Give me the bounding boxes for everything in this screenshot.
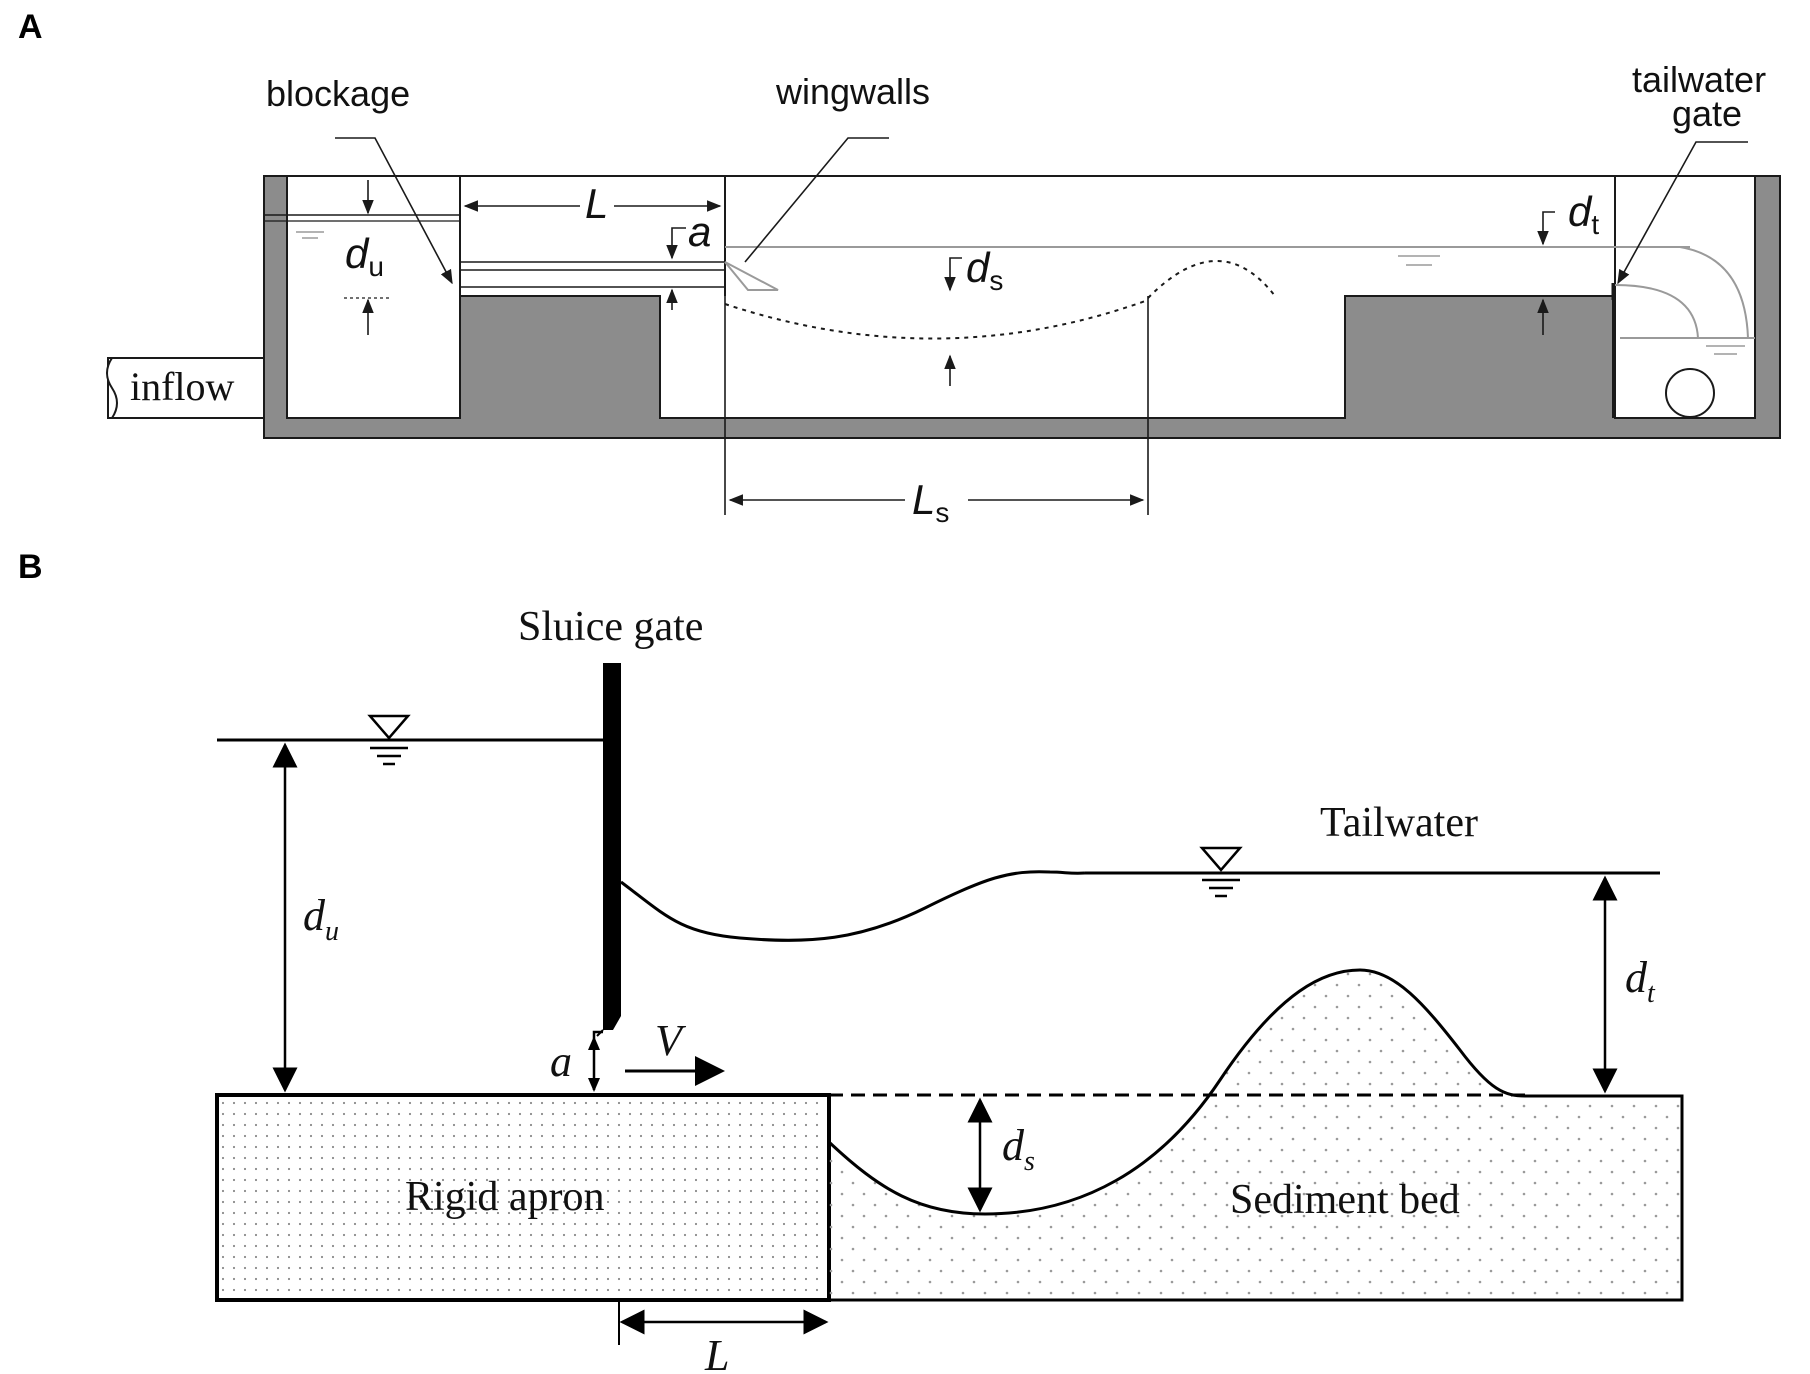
- upstream-water-symbol: [367, 714, 411, 766]
- L-symbol-b: L: [704, 1331, 729, 1374]
- tailwater-water-symbol: [1398, 255, 1440, 266]
- panel-a-letter: A: [18, 8, 43, 46]
- a-dim-arrow-top: [588, 1036, 600, 1050]
- tailwater-label: Tailwater: [1320, 800, 1478, 846]
- tailwater-water-symbol-b: [1199, 846, 1243, 898]
- a-symbol-a: a: [688, 208, 711, 255]
- wingwalls-label: wingwalls: [775, 71, 930, 112]
- dt-symbol-a: dt: [1568, 188, 1599, 240]
- Ls-symbol: Ls: [912, 476, 949, 528]
- L-symbol-a: L: [585, 180, 608, 227]
- scour-bed-profile: [827, 968, 1526, 1216]
- a-dim-line-b: [592, 1030, 603, 1090]
- sluice-gate: [603, 663, 621, 1030]
- wingwall-wedge: [724, 261, 779, 291]
- blockage-leader: [335, 137, 453, 285]
- tailwater-gate-outflow-2: [1614, 284, 1699, 339]
- du-symbol-b: du: [303, 891, 339, 947]
- ds-symbol-a: ds: [966, 244, 1003, 296]
- outlet-pipe-circle: [1665, 368, 1715, 418]
- tailwater-gate-label-line1: tailwater: [1632, 59, 1766, 100]
- a-dim-arrow-bottom: [588, 1078, 600, 1092]
- sluice-gate-label: Sluice gate: [518, 604, 703, 650]
- tailwater-gate-label-line2: gate: [1672, 93, 1742, 134]
- inflow-pipe: [106, 357, 265, 419]
- du-symbol: du: [345, 230, 384, 282]
- sediment-bed-outline: [829, 1094, 1684, 1302]
- downstream-water-surface: [620, 870, 1086, 942]
- scour-hole-profile: [724, 299, 1149, 340]
- a-arrow-top: [666, 227, 686, 260]
- panel-b: B Sluice gate Tailwater: [18, 548, 1684, 1374]
- wingwalls-leader: [744, 137, 889, 263]
- headtank-water-symbol: [296, 231, 324, 239]
- blockage-label: blockage: [266, 73, 410, 114]
- a-symbol-b: a: [550, 1037, 572, 1086]
- rigid-apron-label: Rigid apron: [405, 1174, 604, 1220]
- panel-a: A: [18, 8, 1781, 528]
- tailtank-water-symbol: [1706, 345, 1745, 355]
- rigid-apron: [215, 1093, 831, 1302]
- flume-interior: [286, 175, 1756, 419]
- sediment-bed-fill: [829, 970, 1682, 1300]
- inflow-label: inflow: [130, 364, 235, 409]
- V-symbol: V: [655, 1016, 687, 1065]
- ds-arrow-top: [944, 257, 962, 292]
- tailwater-gate-outflow: [1679, 246, 1749, 339]
- ds-symbol-b: ds: [1002, 1121, 1035, 1177]
- tailwater-gate-leader: [1617, 141, 1748, 285]
- dt-symbol-b: dt: [1625, 953, 1656, 1009]
- panel-b-letter: B: [18, 548, 43, 586]
- sediment-bed-label: Sediment bed: [1230, 1177, 1460, 1223]
- dt-arrow-top: [1537, 211, 1555, 246]
